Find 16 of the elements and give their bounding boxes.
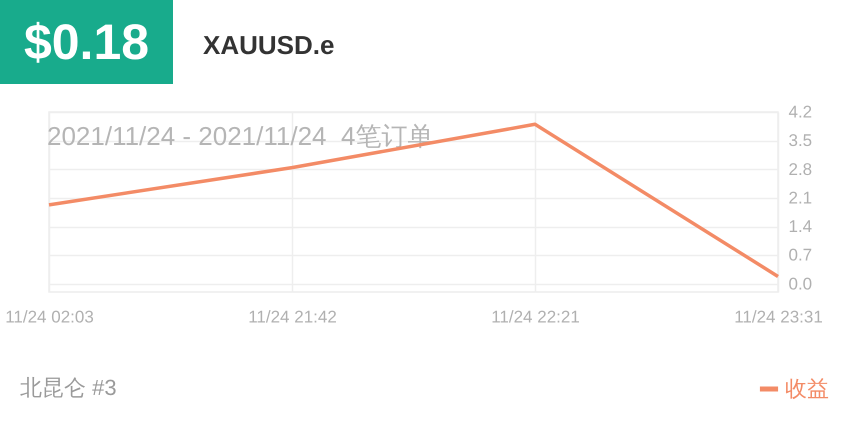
x-tick-label: 11/24 21:42 (248, 308, 337, 326)
x-tick-label: 11/24 23:31 (734, 308, 823, 326)
chart-title: XAUUSD.e (203, 30, 334, 62)
y-tick-label: 4.2 (788, 102, 812, 122)
x-tick-label: 11/24 02:03 (5, 308, 94, 326)
legend-label: 收益 (785, 376, 829, 401)
text: 北昆仑 #3 (20, 375, 117, 402)
badge: $0.18 (0, 0, 173, 84)
y-tick-label: 1.4 (788, 217, 812, 236)
y-tick-label: 2.8 (788, 160, 812, 179)
y-tick-label: 0.0 (788, 274, 812, 294)
y-tick-label: 0.7 (788, 246, 812, 265)
y-tick-label: 2.1 (788, 188, 812, 208)
y-tick-label: 3.5 (788, 131, 812, 150)
x-tick-label: 11/24 22:21 (491, 308, 580, 326)
line-series (47, 122, 780, 278)
